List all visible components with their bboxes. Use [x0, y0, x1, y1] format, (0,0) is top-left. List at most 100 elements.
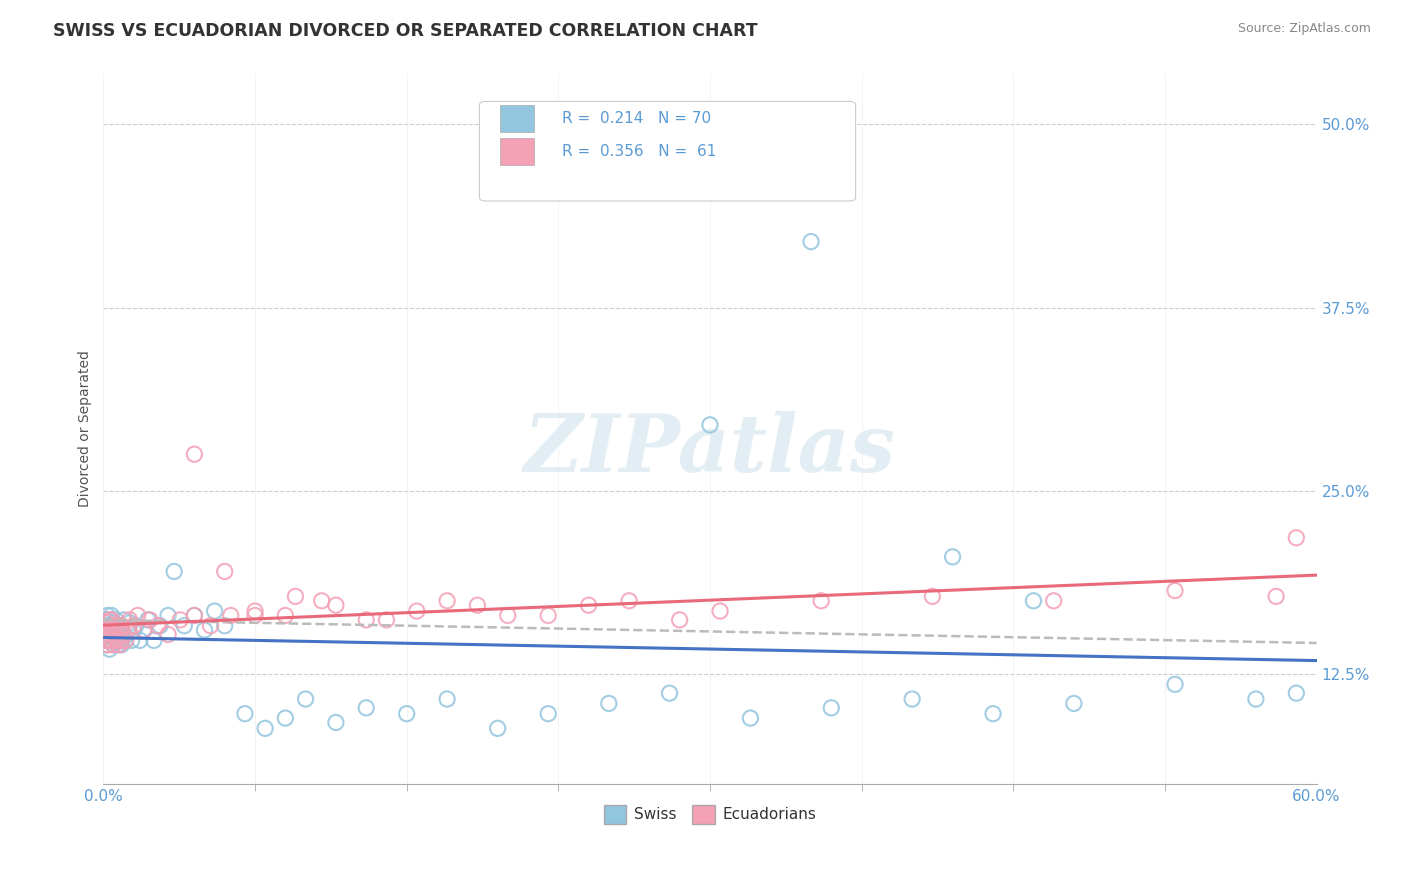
FancyBboxPatch shape — [501, 138, 534, 165]
Point — [183, 608, 205, 623]
Point — [112, 613, 135, 627]
Point — [204, 604, 226, 618]
Point — [98, 623, 121, 637]
Point — [395, 706, 418, 721]
Point — [94, 623, 117, 637]
Text: R =  0.214   N = 70: R = 0.214 N = 70 — [562, 111, 711, 126]
Point — [1022, 594, 1045, 608]
Point — [405, 604, 427, 618]
Point — [467, 598, 489, 612]
Point — [214, 565, 236, 579]
Point — [110, 633, 132, 648]
Point — [96, 618, 118, 632]
Point — [103, 627, 125, 641]
Point — [114, 633, 136, 648]
Point — [820, 701, 842, 715]
Point — [108, 633, 131, 648]
Point — [173, 618, 195, 632]
Point — [668, 613, 690, 627]
Point — [118, 615, 141, 630]
Point — [254, 722, 277, 736]
Point — [104, 623, 127, 637]
Point — [107, 638, 129, 652]
Text: SWISS VS ECUADORIAN DIVORCED OR SEPARATED CORRELATION CHART: SWISS VS ECUADORIAN DIVORCED OR SEPARATE… — [53, 22, 758, 40]
Point — [98, 613, 121, 627]
Point — [157, 608, 180, 623]
Point — [103, 618, 125, 632]
Point — [96, 638, 118, 652]
Point — [243, 604, 266, 618]
Point — [311, 594, 333, 608]
Point — [122, 623, 145, 637]
Point — [103, 638, 125, 652]
Point — [243, 608, 266, 623]
Point — [325, 715, 347, 730]
Point — [100, 618, 122, 632]
Point — [149, 618, 172, 632]
Point — [104, 613, 127, 627]
Point — [193, 623, 215, 637]
Point — [169, 613, 191, 627]
Point — [98, 633, 121, 648]
Point — [354, 613, 377, 627]
Point — [658, 686, 681, 700]
Point — [200, 618, 222, 632]
Point — [104, 623, 127, 637]
Point — [1042, 594, 1064, 608]
Point — [1164, 677, 1187, 691]
Point — [117, 623, 139, 637]
Point — [284, 590, 307, 604]
Point — [354, 701, 377, 715]
Point — [274, 711, 297, 725]
Point — [325, 598, 347, 612]
Point — [94, 613, 117, 627]
Point — [103, 626, 125, 640]
Point — [98, 642, 121, 657]
Point — [110, 623, 132, 637]
Point — [100, 613, 122, 627]
FancyBboxPatch shape — [501, 105, 534, 132]
Point — [104, 633, 127, 648]
Point — [157, 627, 180, 641]
Point — [96, 615, 118, 630]
Point — [107, 618, 129, 632]
Point — [214, 618, 236, 632]
Point — [136, 613, 159, 627]
Point — [183, 447, 205, 461]
Text: Source: ZipAtlas.com: Source: ZipAtlas.com — [1237, 22, 1371, 36]
Point — [132, 623, 155, 637]
Point — [1285, 686, 1308, 700]
Point — [107, 627, 129, 641]
Point — [125, 618, 148, 632]
Point — [127, 608, 149, 623]
Point — [110, 638, 132, 652]
Point — [142, 633, 165, 648]
Point — [274, 608, 297, 623]
Point — [578, 598, 600, 612]
Point — [1265, 590, 1288, 604]
Point — [1285, 531, 1308, 545]
Point — [163, 565, 186, 579]
Point — [94, 633, 117, 648]
Point — [104, 633, 127, 648]
Point — [486, 722, 509, 736]
Point — [800, 235, 823, 249]
Point — [121, 633, 143, 648]
Legend: Swiss, Ecuadorians: Swiss, Ecuadorians — [598, 799, 823, 830]
Point — [112, 627, 135, 641]
Point — [537, 608, 560, 623]
Point — [942, 549, 965, 564]
Point — [96, 627, 118, 641]
FancyBboxPatch shape — [479, 102, 855, 201]
Point — [117, 623, 139, 637]
Point — [183, 608, 205, 623]
Point — [436, 594, 458, 608]
Point — [699, 417, 721, 432]
Point — [132, 623, 155, 637]
Point — [100, 623, 122, 637]
Point — [496, 608, 519, 623]
Point — [122, 618, 145, 632]
Point — [598, 697, 620, 711]
Point — [810, 594, 832, 608]
Point — [98, 633, 121, 648]
